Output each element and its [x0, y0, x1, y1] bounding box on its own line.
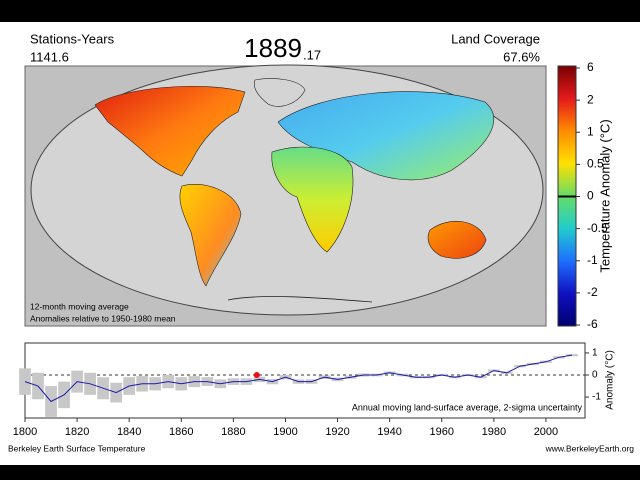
colorbar-tick-label: -6	[587, 317, 598, 331]
y-tick-label: 0	[592, 370, 598, 381]
south-america	[179, 184, 242, 287]
colorbar-tick-label: -0.5	[587, 221, 608, 235]
footer-right: www.BerkeleyEarth.org	[545, 443, 635, 453]
x-tick-label: 1980	[482, 426, 506, 438]
x-tick-label: 1960	[430, 426, 454, 438]
antarctica-coast	[227, 296, 373, 303]
x-tick-label: 1940	[377, 426, 401, 438]
colorbar-tick-label: 6	[587, 60, 594, 74]
colorbar-tick-label: 1	[587, 124, 594, 138]
x-tick-label: 2000	[534, 426, 558, 438]
colorbar-tick-label: 0	[587, 189, 594, 203]
stations-label: Stations-Years	[30, 31, 115, 46]
x-tick-label: 1840	[117, 426, 141, 438]
colorbar-label: Temperature Anomaly (°C)	[597, 119, 612, 272]
colorbar-tick-label: -2	[587, 285, 598, 299]
annotation: Annual moving land-surface average, 2-si…	[352, 402, 583, 412]
coverage-value: 67.6%	[503, 49, 540, 64]
x-tick-label: 1900	[273, 426, 297, 438]
colorbar-tick-label: -1	[587, 253, 598, 267]
y-axis-label: Anomaly (°C)	[605, 350, 616, 410]
x-tick-label: 1820	[65, 426, 89, 438]
y-tick-label: -1	[592, 392, 601, 403]
map: 12-month moving average Anomalies relati…	[24, 64, 547, 327]
colorbar-tick-label: 0.5	[587, 157, 604, 171]
australia	[427, 221, 487, 259]
x-tick-label: 1860	[169, 426, 193, 438]
timeseries-frame	[24, 342, 586, 419]
series-line	[24, 354, 573, 403]
map-note: 12-month moving average	[30, 301, 129, 311]
greenland	[253, 78, 306, 107]
coverage-label: Land Coverage	[451, 31, 540, 46]
map-note: Anomalies relative to 1950-1980 mean	[30, 313, 176, 323]
current-year-marker	[253, 371, 260, 378]
stations-value: 1141.6	[30, 49, 69, 64]
x-tick-label: 1920	[325, 426, 349, 438]
x-tick-label: 1800	[13, 426, 37, 438]
colorbar-tick-label: 2	[587, 92, 594, 106]
year-fraction: .17	[303, 47, 321, 62]
x-tick-label: 1880	[221, 426, 245, 438]
year: 1889	[244, 33, 302, 63]
y-tick-label: 1	[592, 348, 598, 359]
footer-left: Berkeley Earth Surface Temperature	[8, 443, 146, 453]
north-america	[94, 85, 246, 177]
africa	[271, 146, 354, 253]
